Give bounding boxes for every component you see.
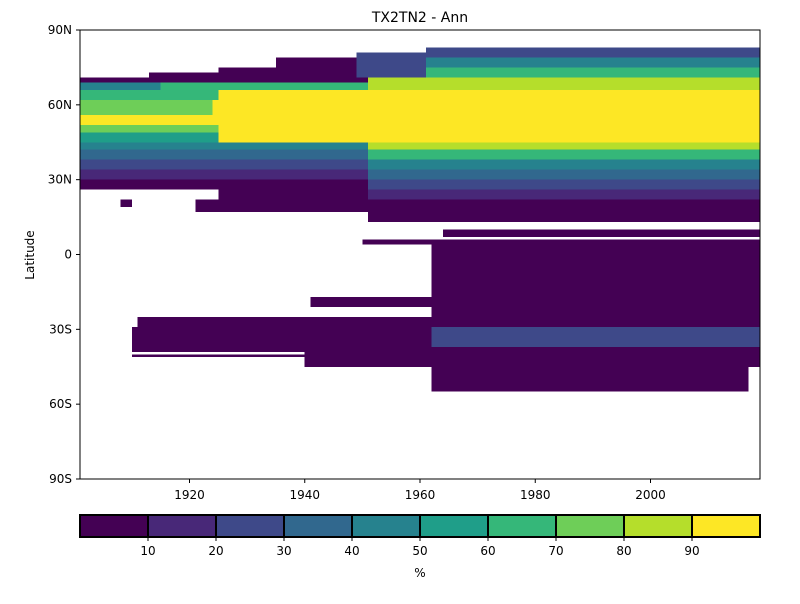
heatmap-cell bbox=[310, 296, 432, 307]
colorbar-tick-label: 50 bbox=[412, 544, 427, 558]
heatmap-cell bbox=[368, 159, 760, 170]
heatmap-cell bbox=[218, 189, 369, 200]
colorbar-segment bbox=[147, 514, 217, 538]
heatmap-cell bbox=[212, 99, 760, 115]
heatmap-cell bbox=[149, 72, 219, 78]
heatmap-cell bbox=[80, 169, 369, 180]
heatmap-cell bbox=[304, 351, 432, 367]
plot-area bbox=[79, 29, 761, 480]
heatmap-cell bbox=[425, 239, 760, 245]
heatmap-cell bbox=[275, 57, 357, 78]
x-axis: 1920 1940 1960 1980 2000 bbox=[174, 479, 666, 502]
heatmap-cells bbox=[80, 47, 761, 392]
heatmap-cell bbox=[443, 229, 760, 238]
heatmap-cell bbox=[137, 316, 432, 327]
heatmap-cell bbox=[160, 82, 369, 90]
heatmap-cell bbox=[131, 354, 305, 357]
colorbar-segment bbox=[555, 514, 625, 538]
heatmap-cell bbox=[131, 326, 432, 347]
y-tick-label: 30N bbox=[48, 173, 72, 187]
x-tick-label: 1980 bbox=[520, 488, 551, 502]
colorbar-tick-label: 20 bbox=[208, 544, 223, 558]
colorbar-tick-label: 40 bbox=[344, 544, 359, 558]
colorbar-tick-label: 70 bbox=[548, 544, 563, 558]
colorbar-tick-label: 80 bbox=[616, 544, 631, 558]
x-tick-label: 1960 bbox=[405, 488, 436, 502]
heatmap-cell bbox=[356, 52, 426, 78]
heatmap-cell bbox=[368, 212, 760, 223]
heatmap-cell bbox=[195, 199, 761, 213]
colorbar-segment bbox=[623, 514, 693, 538]
colorbar-segment bbox=[215, 514, 285, 538]
x-tick-label: 2000 bbox=[635, 488, 666, 502]
colorbar-tick-label: 60 bbox=[480, 544, 495, 558]
heatmap-cell bbox=[80, 132, 219, 143]
heatmap-cell bbox=[431, 291, 760, 317]
y-tick-label: 30S bbox=[49, 322, 72, 336]
y-tick-label: 90S bbox=[49, 472, 72, 486]
y-axis-label: Latitude bbox=[23, 230, 37, 279]
heatmap-cell bbox=[218, 67, 276, 78]
y-axis: 90N 60N 30N 0 30S 60S 90S bbox=[48, 23, 80, 486]
heatmap-cell bbox=[431, 326, 760, 347]
heatmap-cell bbox=[80, 179, 369, 190]
heatmap-cell bbox=[120, 199, 132, 208]
heatmap-cell bbox=[368, 149, 760, 160]
heatmap-cell bbox=[212, 114, 760, 125]
heatmap-cell bbox=[431, 366, 749, 392]
heatmap-cell bbox=[431, 346, 760, 367]
heatmap-cell bbox=[368, 189, 760, 200]
heatmap-cell bbox=[431, 316, 760, 327]
x-tick-label: 1920 bbox=[174, 488, 205, 502]
heatmap-cell bbox=[368, 142, 760, 150]
colorbar-segment bbox=[283, 514, 353, 538]
heatmap-cell bbox=[218, 124, 761, 143]
heatmap-cell bbox=[368, 77, 760, 90]
x-tick-label: 1940 bbox=[289, 488, 320, 502]
heatmap-cell bbox=[425, 67, 760, 78]
heatmap-cell bbox=[80, 149, 369, 160]
y-tick-label: 0 bbox=[64, 248, 72, 262]
heatmap-cell bbox=[80, 99, 213, 115]
heatmap-cell bbox=[80, 124, 219, 133]
colorbar-tick-label: 90 bbox=[684, 544, 699, 558]
y-tick-label: 60S bbox=[49, 397, 72, 411]
colorbar-segment bbox=[351, 514, 421, 538]
colorbar: 10 20 30 40 50 60 70 80 90 bbox=[79, 514, 761, 558]
chart-title: TX2TN2 - Ann bbox=[371, 10, 468, 26]
heatmap-cell bbox=[431, 244, 760, 255]
colorbar-tick-label: 10 bbox=[140, 544, 155, 558]
y-tick-label: 90N bbox=[48, 23, 72, 37]
heatmap-cell bbox=[362, 239, 426, 245]
heatmap-cell bbox=[425, 57, 760, 68]
colorbar-tick-label: 30 bbox=[276, 544, 291, 558]
heatmap-cell bbox=[80, 114, 213, 125]
heatmap-cell bbox=[80, 142, 369, 150]
y-tick-label: 60N bbox=[48, 98, 72, 112]
heatmap-cell bbox=[80, 77, 369, 83]
heatmap-cell bbox=[368, 179, 760, 190]
colorbar-segment bbox=[691, 514, 761, 538]
heatmap-cell bbox=[80, 82, 161, 90]
colorbar-segment bbox=[487, 514, 557, 538]
colorbar-label: % bbox=[414, 566, 425, 580]
heatmap-cell bbox=[131, 346, 432, 352]
heatmap-cell bbox=[368, 169, 760, 180]
heatmap-cell bbox=[80, 89, 219, 100]
heatmap-cell bbox=[431, 254, 760, 292]
heatmap-cell bbox=[425, 47, 760, 58]
heatmap-cell bbox=[80, 159, 369, 170]
heatmap-cell bbox=[218, 89, 761, 100]
colorbar-segment bbox=[79, 514, 149, 538]
colorbar-segment bbox=[419, 514, 489, 538]
